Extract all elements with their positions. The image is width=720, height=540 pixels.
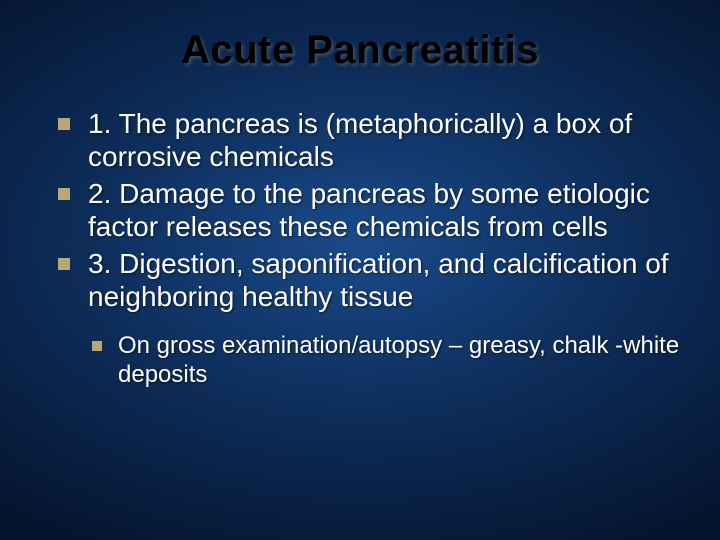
slide-title: Acute Pancreatitis bbox=[40, 28, 680, 73]
bullet-text: 3. Digestion, saponification, and calcif… bbox=[88, 248, 669, 312]
list-item: 3. Digestion, saponification, and calcif… bbox=[58, 247, 680, 313]
slide-container: Acute Pancreatitis 1. The pancreas is (m… bbox=[0, 0, 720, 540]
list-item: 1. The pancreas is (metaphorically) a bo… bbox=[58, 107, 680, 173]
bullet-text: 2. Damage to the pancreas by some etiolo… bbox=[88, 178, 650, 242]
sub-bullet-text: On gross examination/autopsy – greasy, c… bbox=[118, 332, 679, 388]
list-item: On gross examination/autopsy – greasy, c… bbox=[92, 331, 680, 390]
main-bullet-list: 1. The pancreas is (metaphorically) a bo… bbox=[40, 107, 680, 313]
bullet-text: 1. The pancreas is (metaphorically) a bo… bbox=[88, 108, 632, 172]
list-item: 2. Damage to the pancreas by some etiolo… bbox=[58, 177, 680, 243]
sub-bullet-list: On gross examination/autopsy – greasy, c… bbox=[40, 331, 680, 390]
